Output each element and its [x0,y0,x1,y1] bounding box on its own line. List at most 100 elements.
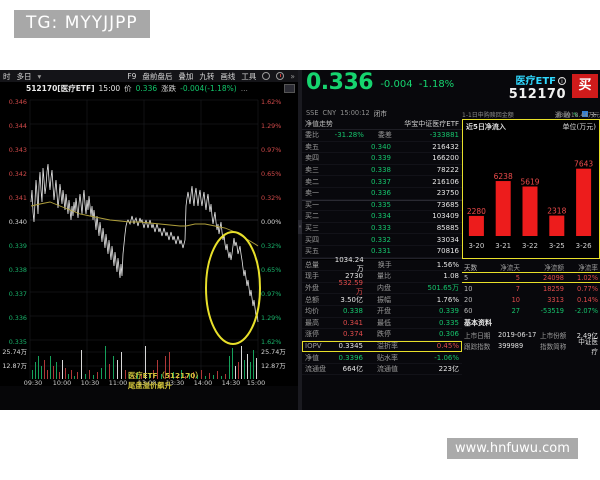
panel-divider[interactable]: » [298,70,302,410]
orderbook-column: 净值走势 华宝中证医疗ETF 委比 -31.28% 委差 -333881 卖五 0… [302,119,462,410]
stat-value-right: -1.06% [434,353,459,362]
chart-annotation-line1: 医疗ETF（512170） [128,371,203,380]
orderbook-row[interactable]: 卖三 0.338 78222 [302,165,462,177]
chevron-down-icon[interactable]: ▾ [37,71,42,81]
toolbar-item-shi[interactable]: 时 [3,71,11,81]
toolbar-item-tools[interactable]: 工具 [241,71,257,81]
gear-icon[interactable] [262,72,271,80]
stat-value-left: 1034.24万 [334,255,364,273]
fundflow-rate: -2.07% [574,306,598,315]
stat-value-right: 0.335 [438,318,459,327]
chart-time-label: 15:00 [98,84,121,93]
quote-detail-panel: 0.336 -0.004 -1.18% 医疗ETF i 512170 买 SSE … [302,70,600,410]
toolbar-more-icon[interactable]: » [290,71,295,81]
net-inflow-category: 3-20 [468,242,484,250]
fundflow-column: 1-1日申购赎回金额 339918.44万元 近5日净流入 单位(万元) 228… [462,112,600,410]
info-icon[interactable]: i [558,77,566,85]
stat-label-left: 外盘 [305,284,319,293]
orderbook-row[interactable]: 卖一 0.336 23750 [302,188,462,200]
orderbook-volume: 85885 [436,224,459,233]
stat-label-right: 振幅 [377,295,391,304]
net-inflow-title: 近5日净流入 [466,123,506,131]
fundflow-inflow-days: 7 [515,284,520,293]
square-icon[interactable] [582,111,588,117]
chart-symbol-label: 512170[医疗ETF] [26,84,95,93]
stat-value-right: 1.56% [436,260,459,269]
orderbook-volume: 23750 [436,189,459,198]
orderbook-row[interactable]: 买四 0.332 33034 [302,234,462,246]
basic-label-right: 上市份额 [540,331,567,340]
fundflow-table: 天数 净流天 净流额 净流率 5 5 24098 1.02% 10 7 18259 0.77%… [462,261,600,356]
intraday-plot[interactable]: 0.346 0.344 0.343 0.342 0.341 0.340 0.339 0.338… [0,94,298,390]
plus-icon[interactable]: ✛ [591,111,597,119]
fundflow-table-header: 天数 净流天 净流额 净流率 [462,261,600,272]
nav-nav-trend[interactable]: 净值走势 [305,120,333,128]
nav-row[interactable]: 净值走势 华宝中证医疗ETF [302,119,462,130]
stat-row: 总量 1034.24万 换手 1.56% [302,256,462,273]
divider-grip-icon[interactable]: » [298,220,302,234]
toolbar-item-overlay[interactable]: 叠加 [178,71,194,81]
fundflow-rate: 0.77% [577,284,598,293]
price-change: -0.004 [380,79,413,90]
orderbook-row[interactable]: 买三 0.333 85885 [302,223,462,235]
fundflow-inflow-days: 5 [515,273,520,282]
net-inflow-category: 3-21 [495,242,511,250]
toolbar-item-ninerev[interactable]: 九转 [199,71,215,81]
chart-price-caption: 价 [124,84,132,93]
fundflow-rate: 1.02% [577,273,598,282]
chart-more-dots[interactable]: ... [240,84,248,93]
weicha-label: 委差 [377,131,392,140]
orderbook-row[interactable]: 买二 0.334 103409 [302,211,462,223]
orderbook-row[interactable]: 卖四 0.339 166200 [302,153,462,165]
net-inflow-bar [522,186,538,236]
stat-value-left: 0.338 [342,307,363,316]
chart-price-value: 0.336 [135,84,158,93]
clock-icon[interactable] [276,72,285,80]
toolbar-item-multiday[interactable]: 多日 [16,71,32,81]
price-change-pct: -1.18% [418,79,455,90]
net-inflow-bar-value: 2280 [467,207,486,216]
quote-tools: 通 融 ✎ ✛ [555,109,597,119]
orderbook-price: 0.334 [370,212,391,221]
net-inflow-category: 3-26 [576,242,592,250]
last-price: 0.336 [306,70,374,95]
stat-row: 总额 3.50亿 振幅 1.76% [302,294,462,306]
toolbar-item-drawline[interactable]: 画线 [220,71,236,81]
fundflow-days: 60 [464,306,473,315]
orderbook-row[interactable]: 买一 0.335 73685 [302,199,462,212]
orderbook-level-label: 卖一 [305,189,319,198]
stat-label-left: 净值 [305,353,319,362]
orderbook-level-label: 买三 [305,224,319,233]
orderbook-level-label: 卖三 [305,166,319,175]
stat-value-right: 0.45% [436,341,459,350]
toolbar-item-f9[interactable]: F9 [127,71,137,81]
pen-icon[interactable]: ✎ [573,111,579,119]
orderbook-volume: 73685 [436,201,459,210]
orderbook-price: 0.335 [370,201,391,210]
net-inflow-bar [468,215,484,236]
highlight-ellipse [205,231,261,345]
orderbook-volume: 70816 [436,247,459,256]
stat-label-right: 开盘 [377,307,391,316]
stat-row: IOPV 0.3345 溢折率 0.45% [302,340,462,353]
chart-annotation: 医疗ETF（512170） 尾盘溢价飙升 [128,371,203,391]
orderbook-level-label: 卖四 [305,154,319,163]
chart-change-value: -0.004(-1.18%) [180,84,237,93]
orderbook-row[interactable]: 卖五 0.340 216432 [302,142,462,154]
buy-button[interactable]: 买 [572,74,598,98]
chart-layout-icon[interactable] [284,84,295,93]
toolbar-item-prepost[interactable]: 盘前盘后 [142,71,173,81]
net-inflow-bar-chart: 2280 6238 5619 2318 7643 3-20 3-21 3-22 3-25 3-2… [467,160,594,250]
net-inflow-bar [549,215,565,236]
basic-value-left: 2019-06-17 [498,330,537,339]
net-inflow-chart-header: 近5日净流入 单位(万元) [463,120,599,132]
orderbook-volume: 103409 [432,212,459,221]
quote-tools-label[interactable]: 通 融 [554,111,570,119]
orderbook-row[interactable]: 买五 0.331 70816 [302,246,462,258]
orderbook-level-label: 买一 [305,201,319,210]
stat-label-left: 最高 [305,318,319,327]
col-days: 天数 [464,263,478,272]
orderbook-level-label: 买五 [305,247,319,256]
orderbook-row[interactable]: 卖二 0.337 216106 [302,176,462,188]
stat-value-left: 0.341 [342,318,363,327]
